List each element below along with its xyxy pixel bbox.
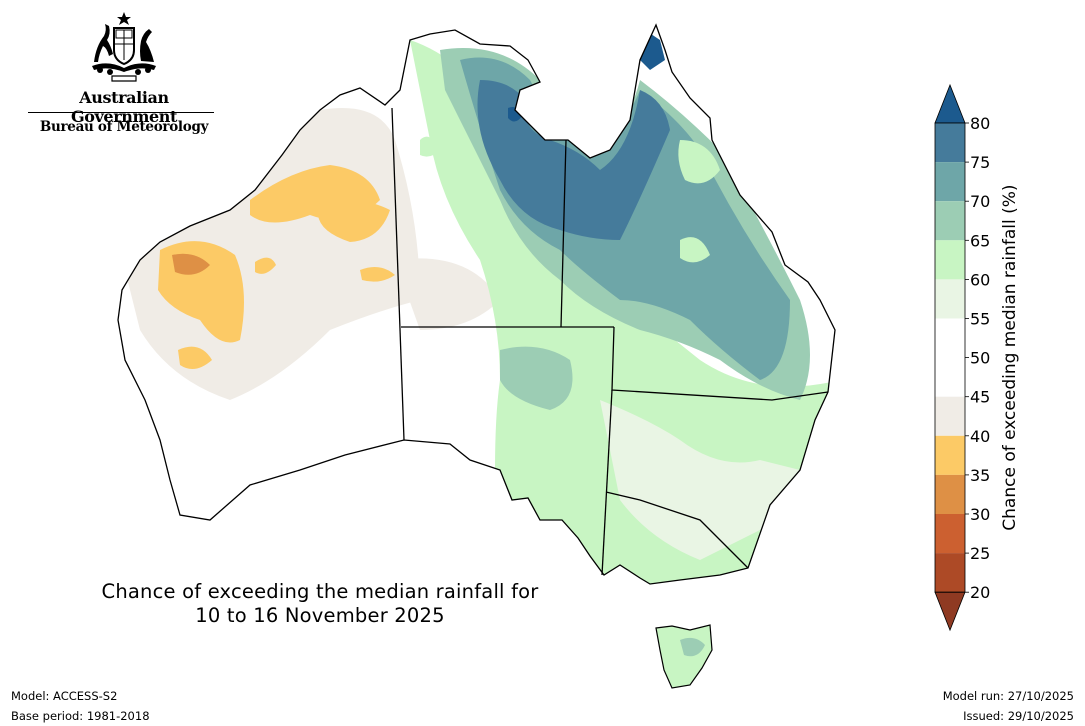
issued-date: Issued: 29/10/2025 <box>963 709 1074 723</box>
government-name: Australian Government <box>70 88 177 126</box>
colorbar-label: Chance of exceeding median rainfall (%) <box>1000 184 1020 530</box>
bom-logo: Australian Government Bureau of Meteorol… <box>24 10 224 140</box>
colorbar-bin-40-45 <box>935 396 965 436</box>
footer-left: Model: ACCESS-S2 Base period: 1981-2018 <box>11 686 150 726</box>
map-title-line1: Chance of exceeding the median rainfall … <box>101 580 539 603</box>
colorbar-bin-45-50 <box>935 357 965 397</box>
coastline <box>117 23 836 585</box>
colorbar-tick-label: 40 <box>970 427 990 446</box>
colorbar-tick-label: 65 <box>970 231 990 250</box>
colorbar-bin-25-30 <box>935 514 965 554</box>
colorbar-bin-35-40 <box>935 435 965 475</box>
colorbar-bin-75-80 <box>935 123 965 163</box>
map-title: Chance of exceeding the median rainfall … <box>70 580 570 628</box>
colorbar-bin-65-70 <box>935 201 965 241</box>
footer-right: Model run: 27/10/2025 Issued: 29/10/2025 <box>943 686 1074 726</box>
colorbar-tick-label: 60 <box>970 270 990 289</box>
colorbar-tick-label: 75 <box>970 153 990 172</box>
colorbar-tick-label: 20 <box>970 583 990 602</box>
model-name: Model: ACCESS-S2 <box>11 689 118 703</box>
model-run: Model run: 27/10/2025 <box>942 689 1074 703</box>
colorbar-tick-label: 50 <box>970 349 990 368</box>
state-borders <box>391 107 829 576</box>
colorbar-legend: 80 75 70 65 60 55 50 45 40 35 30 25 20 Chance of exce… <box>934 83 1020 632</box>
colorbar-bin-60-65 <box>935 240 965 280</box>
colorbar-tick-label: 55 <box>970 310 990 329</box>
colorbar-tick-label: 80 <box>970 114 990 133</box>
colorbar-tick-label: 70 <box>970 192 990 211</box>
colorbar-bin-above-80 <box>934 83 966 124</box>
base-period: Base period: 1981-2018 <box>11 709 150 723</box>
colorbar-bin-55-60 <box>935 279 965 319</box>
tasmania <box>655 624 713 689</box>
colorbar-tick-label: 35 <box>970 466 990 485</box>
colorbar-tick-label: 45 <box>970 388 990 407</box>
coat-of-arms-icon <box>92 12 156 82</box>
logo-divider <box>28 112 214 113</box>
colorbar-bin-50-55 <box>935 318 965 358</box>
colorbar-bin-30-35 <box>935 474 965 514</box>
colorbar-tick-label: 30 <box>970 505 990 524</box>
colorbar-bin-below-20 <box>934 591 966 632</box>
rainfall-shading <box>118 25 835 584</box>
colorbar-bin-70-75 <box>935 162 965 202</box>
bureau-name: Bureau of Meteorology <box>39 119 209 135</box>
colorbar-tick-label: 25 <box>970 544 990 563</box>
map-title-line2: 10 to 16 November 2025 <box>195 604 445 627</box>
colorbar-bin-20-25 <box>935 553 965 593</box>
